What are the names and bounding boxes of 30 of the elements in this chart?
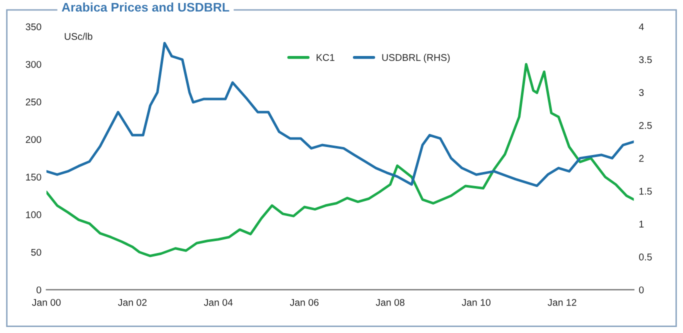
x-tick-label: Jan 00	[32, 298, 61, 306]
y2-tick-label: 0.5	[639, 254, 652, 260]
annotation: USc/lb	[64, 32, 92, 40]
x-tick-label: Jan 04	[204, 298, 233, 306]
line-series	[46, 62, 634, 258]
legend-label: USDBRL (RHS)	[382, 54, 450, 63]
y-tick-label: 200	[26, 136, 42, 144]
y-tick-label: 150	[26, 174, 42, 181]
y2-tick-label: 3.5	[639, 56, 652, 64]
y2-tick-label: 2.5	[639, 122, 652, 129]
y-tick-label: 300	[26, 60, 42, 68]
y2-tick-label: 1	[639, 220, 644, 228]
y2-tick-label: 2	[639, 154, 644, 162]
y-tick-label: 100	[26, 211, 42, 218]
line-series	[46, 42, 634, 188]
y2-tick-label: 3	[639, 89, 644, 96]
x-tick-label: Jan 10	[462, 298, 490, 306]
y-tick-label: 0	[36, 286, 42, 294]
y-tick-label: 50	[31, 248, 42, 256]
x-tick-label: Jan 08	[376, 298, 404, 306]
y2-tick-label: 4	[638, 23, 644, 30]
x-tick-label: Jan 12	[548, 298, 576, 306]
y-tick-label: 350	[26, 23, 42, 30]
y-tick-label: 250	[26, 98, 42, 106]
x-tick-label: Jan 06	[290, 298, 319, 306]
y2-tick-label: 0	[639, 286, 644, 294]
chart-title: Arabica Prices and USDBRL	[62, 2, 230, 12]
x-tick-label: Jan 02	[118, 298, 147, 306]
y2-tick-label: 1.5	[639, 188, 652, 195]
legend-label: KC1	[316, 54, 334, 61]
